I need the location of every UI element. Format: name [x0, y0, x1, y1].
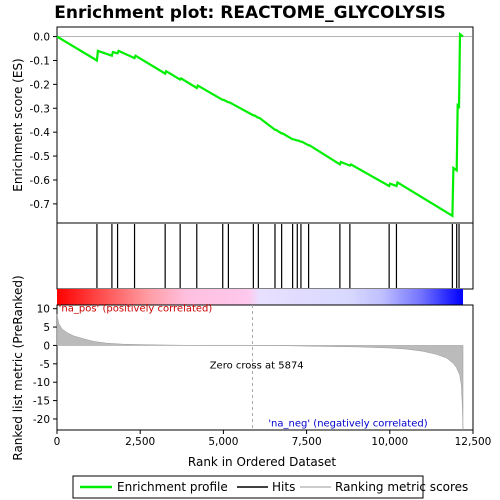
hits-marks: [96, 224, 460, 288]
es-panel-frame: [56, 26, 474, 224]
es-y-tick-label: -0.4: [30, 127, 51, 139]
x-tick-label: 2,500: [125, 436, 155, 448]
x-axis: 0 2,500 5,000 7,500 10,000 12,500: [54, 430, 492, 448]
rank-y-tick-label: -15: [33, 396, 50, 408]
chart-title: Enrichment plot: REACTOME_GLYCOLYSIS: [54, 3, 446, 23]
enrichment-profile-line: [56, 31, 464, 218]
es-y-axis: 0.0 -0.1 -0.2 -0.3 -0.4 -0.5 -0.6 -0.7: [30, 32, 57, 211]
x-tick-label: 7,500: [292, 436, 322, 448]
rank-panel-frame: [56, 304, 474, 431]
ranking-metric-area: [56, 314, 464, 431]
positive-correlation-label: 'na_pos' (positively correlated): [59, 304, 213, 315]
legend-metric-label: Ranking metric scores: [335, 480, 468, 494]
x-axis-label: Rank in Ordered Dataset: [188, 455, 336, 469]
rank-y-tick-label: -5: [40, 359, 50, 371]
rank-y-tick-label: -20: [33, 414, 50, 426]
es-y-axis-label: Enrichment score (ES): [11, 58, 25, 191]
es-y-tick-label: 0.0: [33, 32, 50, 44]
rank-y-axis-label: Ranked list metric (PreRanked): [11, 275, 25, 460]
rank-y-tick-label: -10: [33, 377, 50, 389]
rank-y-tick-label: 10: [37, 304, 50, 316]
rank-heat-bar: [57, 289, 464, 305]
es-y-tick-label: -0.5: [30, 151, 51, 163]
x-tick-label: 10,000: [371, 436, 408, 448]
hits-panel-frame: [56, 222, 474, 290]
es-y-tick-label: -0.3: [30, 103, 51, 115]
legend-hits-label: Hits: [272, 480, 295, 494]
rank-y-axis: 10 5 0 -5 -10 -15 -20: [33, 304, 57, 426]
es-y-tick-label: -0.6: [30, 175, 51, 187]
es-y-tick-label: -0.1: [30, 55, 51, 67]
rank-y-tick-label: 5: [43, 322, 50, 334]
es-y-tick-label: -0.7: [30, 199, 51, 211]
legend: Enrichment profile Hits Ranking metric s…: [72, 475, 468, 499]
es-y-tick-label: -0.2: [30, 79, 51, 91]
legend-enrichment-label: Enrichment profile: [117, 480, 228, 494]
rank-y-tick-label: 0: [43, 340, 50, 352]
zero-cross-label: Zero cross at 5874: [210, 361, 304, 372]
x-tick-label: 0: [54, 436, 61, 448]
negative-correlation-label: 'na_neg' (negatively correlated): [268, 418, 427, 429]
x-tick-label: 5,000: [208, 436, 238, 448]
x-tick-label: 12,500: [455, 436, 492, 448]
